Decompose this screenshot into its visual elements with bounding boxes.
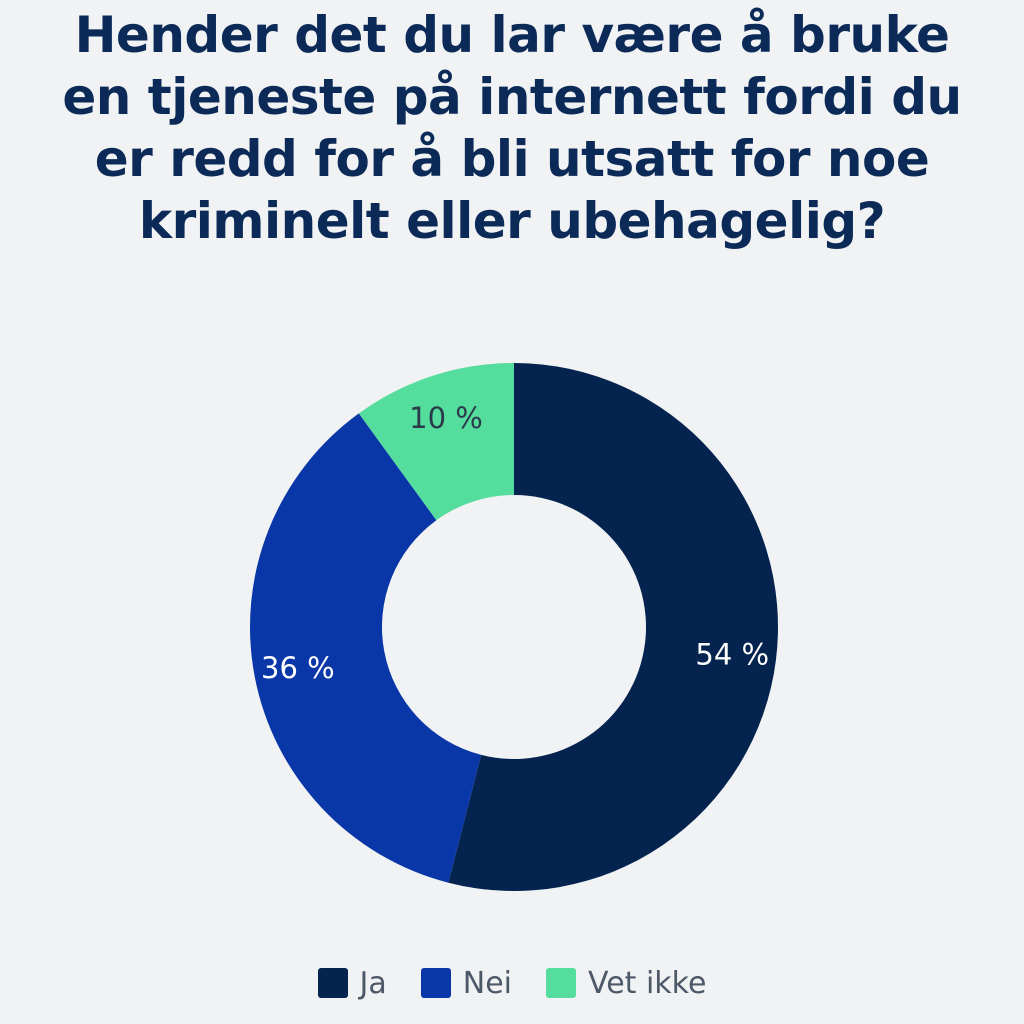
chart-title: Hender det du lar være å bruke en tjenes… [62,6,962,250]
chart-legend: Ja Nei Vet ikke [0,958,1024,1008]
legend-swatch-nei [420,968,451,998]
legend-swatch-vet-ikke [546,968,577,998]
data-label-vet-ikke: 10 % [409,401,483,435]
legend-swatch-ja [317,968,348,998]
slice-vet-ikke[interactable] [358,363,514,521]
legend-item-nei[interactable]: Nei [420,965,513,1001]
slice-ja[interactable] [448,363,779,891]
legend-label-nei: Nei [462,965,513,1001]
data-label-nei: 36 % [261,651,335,685]
legend-item-ja[interactable]: Ja [317,965,387,1001]
slice-nei[interactable] [250,413,482,883]
legend-label-ja: Ja [359,965,387,1001]
data-label-ja: 54 % [695,638,769,672]
legend-label-vet-ikke: Vet ikke [588,965,707,1001]
legend-item-vet-ikke[interactable]: Vet ikke [546,966,706,1001]
